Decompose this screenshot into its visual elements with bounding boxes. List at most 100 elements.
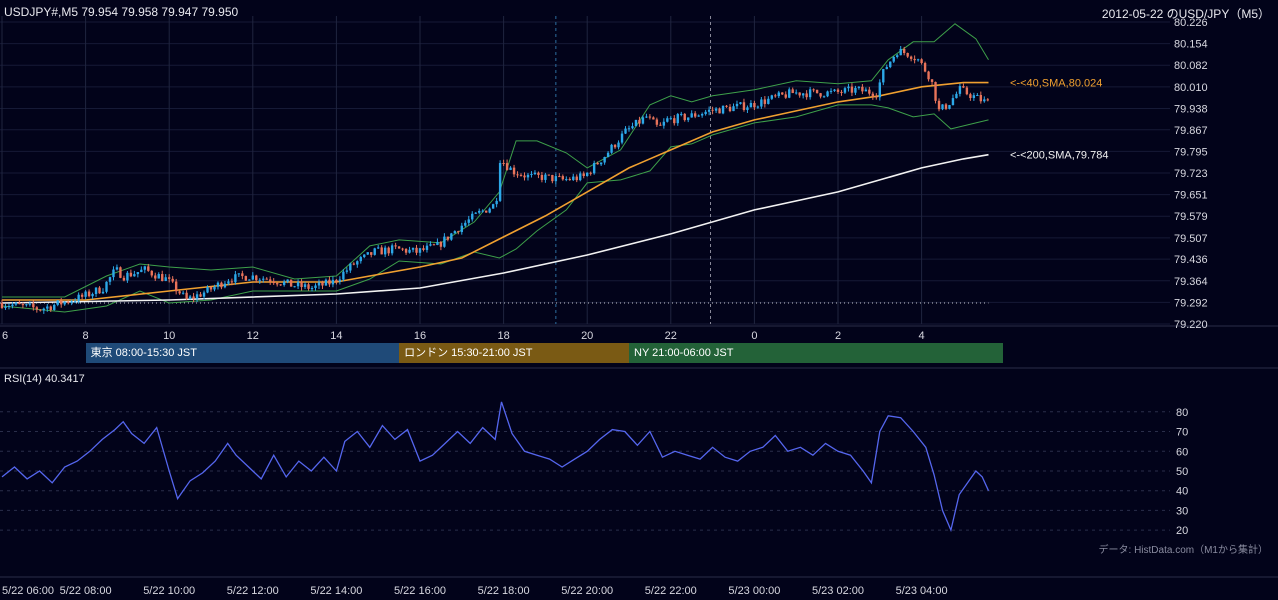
candle-body xyxy=(627,128,631,130)
candle-body xyxy=(788,89,791,98)
price-tick-label: 79.579 xyxy=(1174,211,1208,223)
candle-body xyxy=(683,113,686,121)
candle xyxy=(690,110,693,118)
candle xyxy=(788,87,791,99)
candle-body xyxy=(460,225,463,233)
time-tick-label: 5/22 14:00 xyxy=(310,585,362,597)
candle xyxy=(429,241,432,247)
candle xyxy=(28,301,32,307)
candle xyxy=(547,174,551,176)
candle-body xyxy=(418,248,422,253)
candle xyxy=(976,93,979,97)
candle-body xyxy=(181,292,185,294)
candle-body xyxy=(46,306,49,309)
candle-body xyxy=(63,301,66,305)
candle-body xyxy=(815,89,819,94)
candle xyxy=(781,92,784,96)
candle-body xyxy=(540,174,544,180)
candle xyxy=(951,94,955,106)
candle-body xyxy=(676,114,679,124)
candle-body xyxy=(641,117,645,124)
hour-tick-label: 18 xyxy=(497,330,509,342)
candle xyxy=(969,92,972,101)
candle xyxy=(735,100,739,110)
candle xyxy=(958,83,962,97)
candle-body xyxy=(216,282,220,287)
candle xyxy=(697,114,700,117)
candle xyxy=(418,247,422,257)
time-tick-label: 5/22 10:00 xyxy=(143,585,195,597)
rsi-grid xyxy=(0,367,1278,578)
candle-body xyxy=(345,270,349,272)
candle xyxy=(944,103,948,111)
candle xyxy=(150,270,153,278)
hour-tick-label: 22 xyxy=(665,330,677,342)
candle-body xyxy=(356,261,359,265)
candle xyxy=(293,285,296,288)
candle xyxy=(505,159,509,171)
candle-body xyxy=(586,172,589,176)
candle xyxy=(119,266,122,279)
candle xyxy=(356,260,359,268)
candle xyxy=(321,280,324,289)
candle-body xyxy=(498,162,502,201)
moving-averages xyxy=(1,81,989,304)
candle-body xyxy=(833,89,836,91)
candle xyxy=(251,272,254,281)
candle xyxy=(861,84,864,95)
candle xyxy=(112,266,115,281)
candle-body xyxy=(707,109,711,112)
candle-body xyxy=(491,204,495,209)
candle-body xyxy=(77,294,80,302)
hour-tick-label: 12 xyxy=(247,330,259,342)
candle xyxy=(377,244,380,250)
candle-body xyxy=(645,116,648,118)
candle-body xyxy=(519,174,523,176)
candle xyxy=(833,88,836,92)
candle xyxy=(199,291,202,298)
candle-body xyxy=(446,236,450,240)
candle-body xyxy=(704,111,707,115)
candle xyxy=(819,92,822,99)
candle-body xyxy=(129,272,133,277)
candle xyxy=(422,245,425,252)
candle xyxy=(652,116,655,120)
candle-body xyxy=(338,279,342,282)
candle-body xyxy=(916,59,920,61)
candle-body xyxy=(589,172,592,174)
candle-body xyxy=(930,79,934,82)
candle xyxy=(589,171,592,176)
candle xyxy=(328,276,331,287)
candle xyxy=(133,270,136,277)
candle-body xyxy=(108,277,112,282)
candle-body xyxy=(307,284,310,289)
candle xyxy=(397,246,401,249)
candle xyxy=(317,279,321,290)
candle xyxy=(46,303,49,312)
candle-body xyxy=(18,302,21,305)
candle-body xyxy=(21,304,25,306)
candle xyxy=(934,81,937,104)
candle-body xyxy=(920,59,923,64)
candle xyxy=(394,242,397,250)
candle xyxy=(683,113,686,122)
candle-body xyxy=(387,247,390,254)
candle-body xyxy=(28,303,32,305)
hour-tick-label: 4 xyxy=(919,330,925,342)
candle xyxy=(98,286,101,294)
candle xyxy=(42,307,45,314)
hour-tick-label: 10 xyxy=(163,330,175,342)
candle-body xyxy=(0,302,4,308)
candle xyxy=(923,61,927,73)
candle-body xyxy=(411,247,415,250)
candle xyxy=(105,281,108,294)
candle-body xyxy=(547,174,551,176)
candle-body xyxy=(168,277,171,279)
candle xyxy=(711,106,714,115)
candle xyxy=(829,88,833,94)
candle-body xyxy=(310,288,314,290)
candle-body xyxy=(195,294,199,299)
candle-body xyxy=(962,86,965,88)
candle xyxy=(763,96,767,108)
candle xyxy=(335,278,338,285)
